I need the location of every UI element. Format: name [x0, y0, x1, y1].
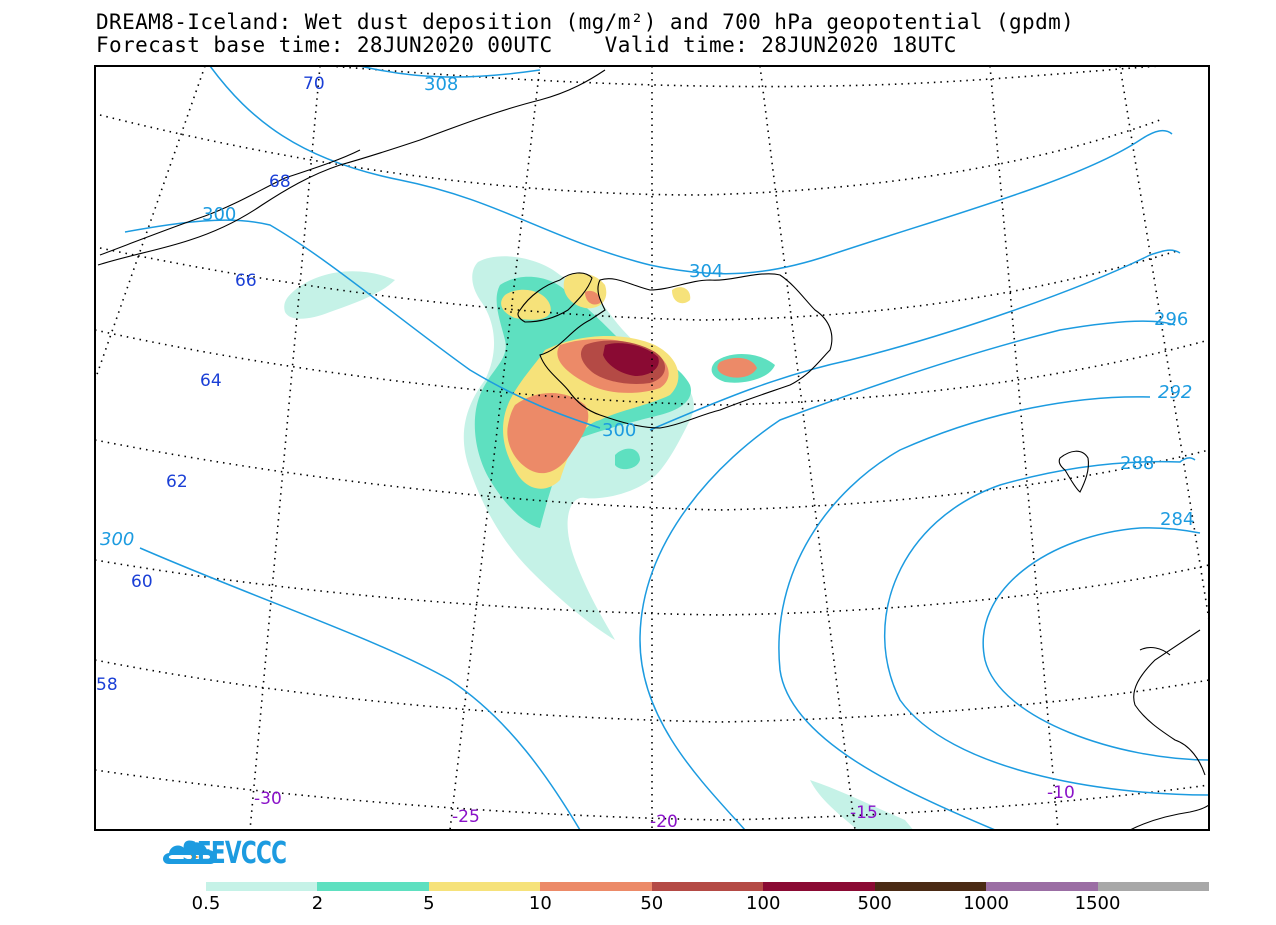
dust-area-0.5-west [284, 271, 395, 319]
colorbar-label: 500 [857, 893, 892, 914]
contour-300-east [649, 249, 1181, 431]
dust-deposition-layer [284, 256, 914, 830]
contour-label: 284 [1160, 509, 1194, 530]
iceland-westfjords [517, 272, 593, 323]
colorbar-label: 5 [423, 893, 435, 914]
longitude-label: -15 [850, 803, 878, 823]
contour-288-path [884, 457, 1209, 796]
contour-label: 304 [689, 261, 723, 282]
contour-label: 300 [100, 529, 134, 550]
latitude-labels: 70 68 66 64 62 60 58 [96, 74, 325, 695]
colorbar-label: 100 [746, 893, 781, 914]
longitude-label: -30 [254, 789, 282, 809]
colorbar-segment [874, 882, 987, 891]
parallel-64 [95, 329, 1209, 406]
colorbar-segment [1097, 882, 1210, 891]
chart-title-line1: DREAM8-Iceland: Wet dust deposition (mg/… [96, 10, 1075, 34]
contour-labels: 308 304 300 300 300 296 292 288 284 [100, 74, 1194, 550]
contour-300-south [139, 547, 581, 830]
map-frame [94, 65, 1210, 831]
latitude-label: 60 [131, 572, 153, 592]
colorbar-segment [651, 882, 764, 891]
chart-title-line2: Forecast base time: 28JUN2020 00UTC Vali… [96, 33, 957, 57]
contour-label: 296 [1154, 309, 1188, 330]
latitude-label: 58 [96, 675, 118, 695]
colorbar-segment [206, 882, 318, 891]
contour-label: 308 [424, 74, 458, 95]
latitude-label: 64 [200, 371, 222, 391]
latitude-label: 68 [269, 172, 291, 192]
contour-label: 292 [1158, 382, 1192, 403]
cloud-arrow-icon [163, 842, 217, 864]
contour-300-north [124, 219, 601, 429]
colorbar-label: 2 [311, 893, 324, 914]
parallel-70 [329, 66, 1161, 88]
colorbar-label: 10 [528, 893, 552, 914]
colorbar-segment [428, 882, 541, 891]
greenland-coast-inner [99, 149, 361, 256]
colorbar-segment [986, 882, 1099, 891]
colorbar-label: 50 [640, 893, 664, 914]
longitude-labels: -30 -25 -20 -15 -10 [254, 783, 1075, 832]
contour-label: 288 [1120, 453, 1154, 474]
latitude-label: 70 [303, 74, 325, 94]
dust-area-100 [603, 343, 659, 376]
dust-area-5-north [563, 273, 691, 309]
latitude-label: 66 [235, 271, 257, 291]
contour-284-path [982, 527, 1209, 761]
colorbar-label: 0.5 [191, 893, 221, 914]
longitude-label: -10 [1047, 783, 1075, 803]
graticule [95, 66, 1209, 830]
geopotential-contours [124, 66, 1209, 830]
parallel-56 [95, 769, 1209, 821]
latitude-label: 62 [166, 472, 188, 492]
contour-308-path [359, 66, 541, 78]
contour-304-path [209, 66, 1173, 275]
parallel-68 [99, 114, 1161, 196]
contour-292-path [778, 396, 1151, 830]
contour-296-path [639, 320, 1176, 830]
meridian-15 [759, 66, 856, 830]
dust-area-0.5-south [810, 780, 914, 830]
faroe-islands [1058, 450, 1089, 493]
parallel-66 [99, 247, 1181, 321]
contour-label: 300 [602, 420, 636, 441]
meridian-5 [1119, 66, 1209, 621]
meridian-10 [989, 66, 1059, 830]
meridian-25 [449, 66, 541, 830]
greenland-coast [97, 69, 606, 266]
colorbar-segment [763, 882, 876, 891]
longitude-label: -25 [452, 807, 480, 827]
iceland-coast [539, 273, 833, 429]
norway-coast [1133, 629, 1206, 776]
contour-label: 300 [202, 204, 236, 225]
logo-text: SEEVCCC [182, 836, 287, 871]
colorbar-label: 1000 [963, 893, 1010, 914]
colorbar-segment [540, 882, 653, 891]
coastlines [97, 69, 1209, 830]
dust-area-2-small [615, 448, 640, 470]
meridian-30 [249, 66, 321, 830]
longitude-label: -20 [650, 812, 678, 832]
colorbar-segment [317, 882, 430, 891]
colorbar-label: 1500 [1074, 893, 1121, 914]
scotland-coast [1129, 804, 1209, 830]
